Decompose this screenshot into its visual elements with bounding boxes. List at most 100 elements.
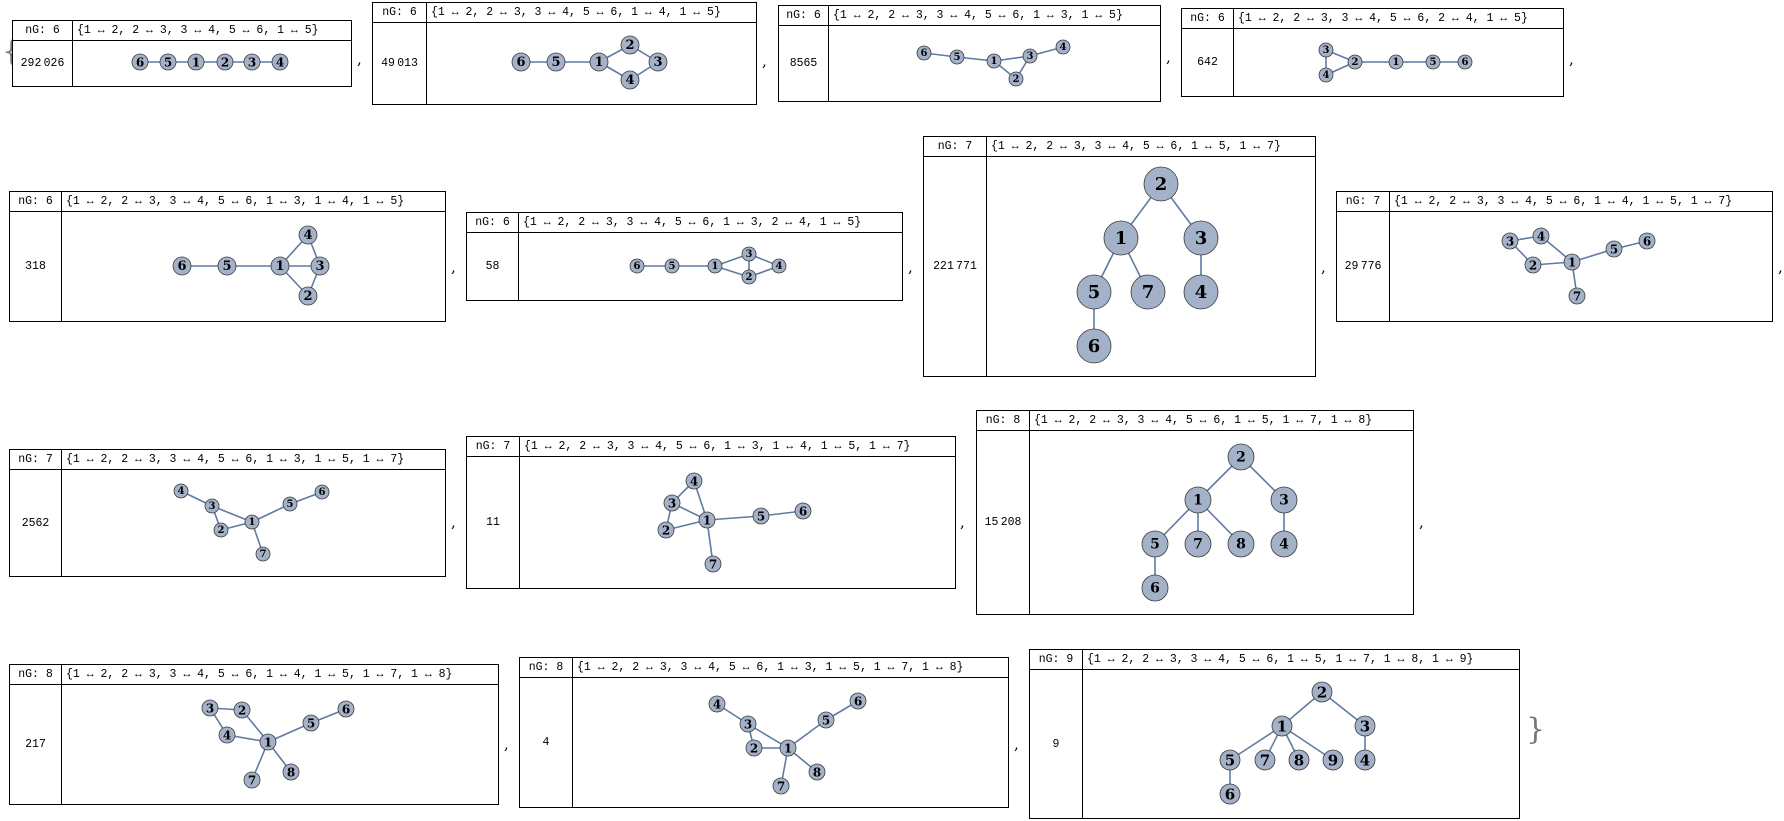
vertex-label: 1 (1277, 718, 1287, 736)
vertex-circle (282, 496, 298, 512)
vertex-label: 9 (1328, 752, 1338, 770)
list-separator: , (451, 258, 456, 276)
list-separator: , (357, 50, 362, 68)
list-separator: , (1166, 48, 1171, 66)
vertex-label: 2 (746, 272, 753, 283)
vertex-circle (159, 53, 177, 71)
graph-vertex: 5 (1605, 240, 1623, 258)
vertex-label: 6 (1225, 786, 1235, 804)
vertex-label: 2 (1155, 174, 1168, 195)
vertex-label: 5 (669, 261, 676, 272)
graph-vertex: 2 (745, 739, 763, 757)
graph-vertex: 5 (282, 496, 298, 512)
vertex-circle (1130, 274, 1166, 310)
graph-vertex: 2 (233, 701, 251, 719)
vertex-label: 3 (248, 56, 256, 70)
graph-vertex: 3 (1183, 220, 1219, 256)
vertex-label: 5 (222, 259, 231, 274)
vertex-circle (986, 53, 1002, 69)
vertex-circle (1141, 530, 1169, 558)
vertex-label: 2 (1013, 74, 1020, 85)
vertex-label: 3 (315, 259, 324, 274)
graph-vertex: 5 (1076, 274, 1112, 310)
graph-drawing: 1 2 3 4 5 6 (629, 246, 787, 285)
vertex-circle (1141, 574, 1169, 602)
vertex-circle (1227, 530, 1255, 558)
graph-vertex: 6 (794, 502, 812, 520)
card-header: nG: 9 {1 ↔ 2, 2 ↔ 3, 3 ↔ 4, 5 ↔ 6, 1 ↔ 5,… (1030, 650, 1519, 670)
graph-vertex: 3 (1022, 48, 1038, 64)
vertex-count-label: nG: 7 (10, 450, 62, 469)
vertex-label: 5 (164, 56, 172, 70)
vertex-circle (243, 53, 261, 71)
vertex-label: 1 (1193, 493, 1203, 509)
graph-result-card: nG: 6 {1 ↔ 2, 2 ↔ 3, 3 ↔ 4, 5 ↔ 6, 1 ↔ 3,… (9, 191, 446, 322)
graph-edge (706, 515, 762, 521)
vertex-circle (201, 699, 219, 717)
vertex-label: 6 (342, 703, 350, 717)
vertex-label: 6 (1088, 336, 1101, 357)
vertex-label: 1 (1115, 228, 1128, 249)
vertex-label: 6 (516, 55, 525, 70)
vertex-circle (1022, 48, 1038, 64)
vertex-circle (1076, 328, 1112, 364)
graph-vertex: 8 (1227, 530, 1255, 558)
vertex-label: 5 (954, 52, 961, 63)
vertex-label: 4 (178, 486, 185, 497)
graph-vertex: 4 (271, 53, 289, 71)
graph-vertex: 5 (817, 711, 835, 729)
vertex-circle (1457, 54, 1473, 70)
vertex-circle (1184, 486, 1212, 514)
vertex-circle (173, 483, 189, 499)
vertex-circle (1425, 54, 1441, 70)
graph-vertex: 8 (1288, 749, 1310, 771)
vertex-label: 1 (275, 259, 284, 274)
vertex-label: 3 (1279, 493, 1289, 509)
vertex-label: 4 (1360, 752, 1370, 770)
graph-vertex: 2 (1143, 166, 1179, 202)
vertex-label: 5 (551, 55, 560, 70)
vertex-circle (302, 714, 320, 732)
vertex-label: 1 (1568, 256, 1576, 270)
vertex-label: 6 (1643, 235, 1651, 249)
vertex-label: 1 (249, 517, 256, 528)
graph-drawing: 1 2 3 4 5 6 7 (1501, 227, 1656, 305)
vertex-circle (794, 502, 812, 520)
vertex-circle (589, 52, 609, 72)
vertex-label: 8 (813, 766, 821, 780)
vertex-label: 7 (1193, 537, 1203, 553)
vertex-label: 5 (287, 499, 294, 510)
edge-list-label: {1 ↔ 2, 2 ↔ 3, 3 ↔ 4, 5 ↔ 6, 1 ↔ 4, 1 ↔ … (1394, 195, 1733, 208)
graph-vertex: 7 (1184, 530, 1212, 558)
occurrence-count: 11 (467, 457, 520, 588)
vertex-label: 6 (177, 259, 186, 274)
vertex-label: 1 (1393, 57, 1400, 68)
vertex-circle (1184, 530, 1212, 558)
graph-vertex: 6 (172, 256, 192, 276)
graph-drawing: 1 2 3 4 5 6 7 (1076, 166, 1219, 364)
vertex-count-label: nG: 6 (373, 3, 427, 22)
graph-vertex: 1 (986, 53, 1002, 69)
vertex-count-label: nG: 8 (520, 658, 573, 677)
vertex-circle (187, 53, 205, 71)
vertex-label: 5 (1610, 243, 1618, 257)
vertex-circle (949, 49, 965, 65)
graph-vertex: 4 (1270, 530, 1298, 558)
graph-result-card: nG: 7 {1 ↔ 2, 2 ↔ 3, 3 ↔ 4, 5 ↔ 6, 1 ↔ 4,… (1336, 191, 1773, 322)
edge-list-label: {1 ↔ 2, 2 ↔ 3, 3 ↔ 4, 5 ↔ 6, 1 ↔ 4, 1 ↔ … (431, 6, 721, 19)
graph-vertex: 1 (187, 53, 205, 71)
graph-vertex: 4 (1532, 227, 1550, 245)
graph-vertex: 5 (302, 714, 320, 732)
vertex-count-label: nG: 9 (1030, 650, 1083, 669)
vertex-circle (648, 52, 668, 72)
graph-vertex: 7 (1254, 749, 1276, 771)
graph-drawing: 1 2 3 4 5 6 (511, 35, 668, 90)
graph-vertex: 8 (282, 763, 300, 781)
vertex-circle (218, 726, 236, 744)
occurrence-count: 217 (10, 685, 62, 804)
graph-vertex: 4 (771, 258, 787, 274)
vertex-label: 3 (206, 702, 214, 716)
graph-drawing: 1 2 3 4 5 6 (1318, 42, 1473, 83)
vertex-label: 7 (1142, 282, 1155, 303)
vertex-circle (1270, 486, 1298, 514)
